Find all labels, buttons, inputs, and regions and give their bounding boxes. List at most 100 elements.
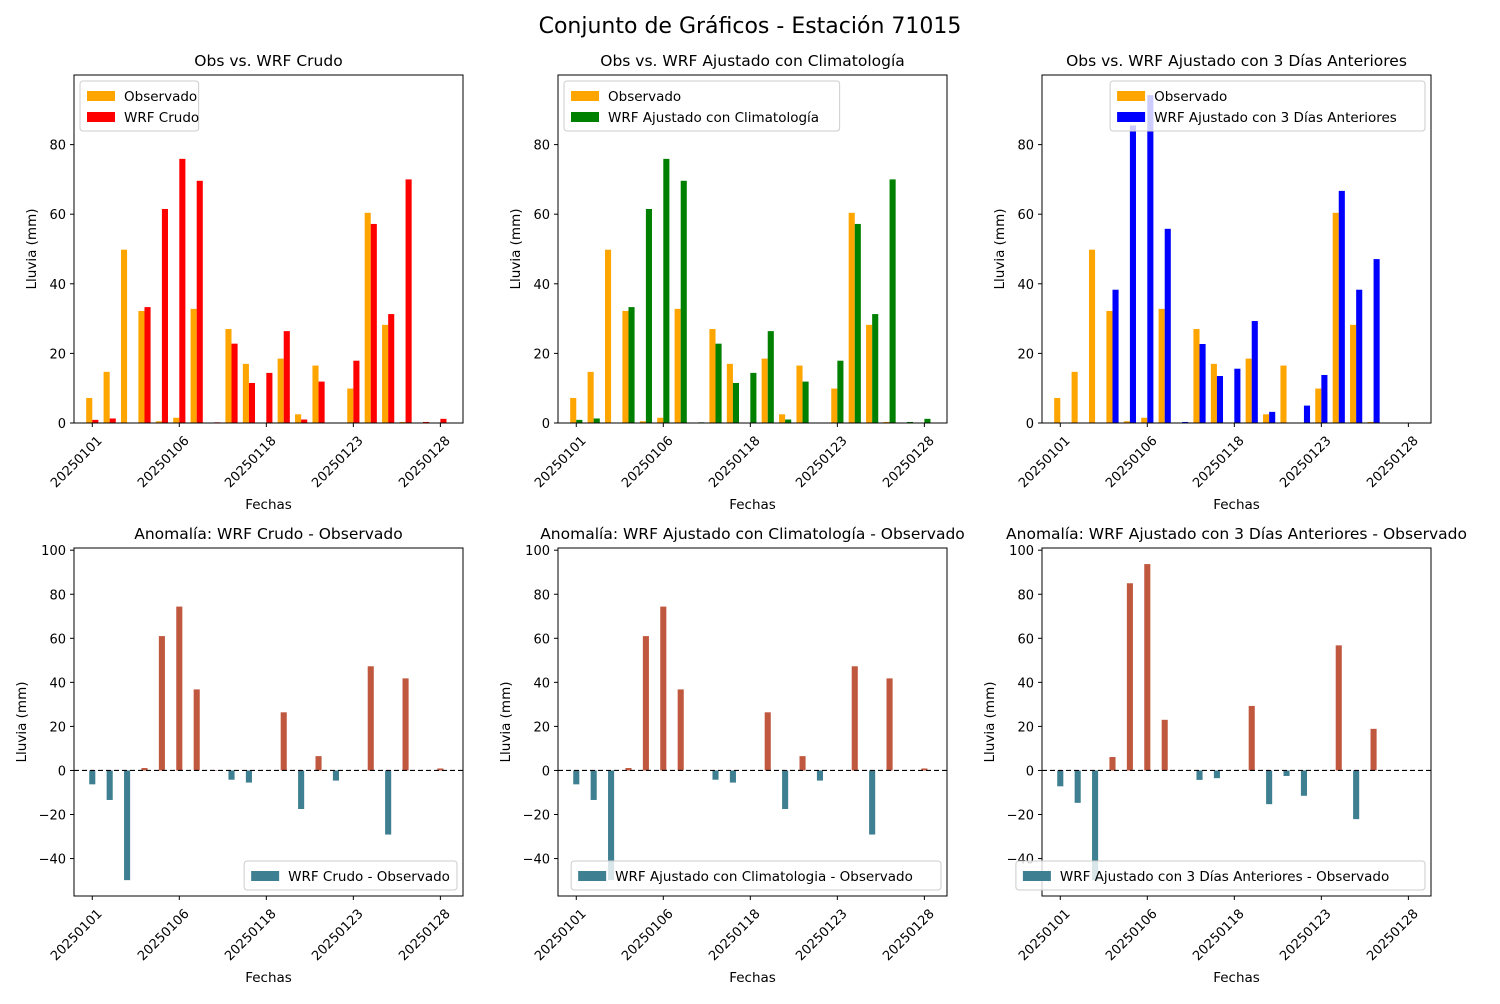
x-tick-label: 20250128 <box>880 434 937 491</box>
bar-anomalia-8 <box>1196 770 1202 779</box>
y-tick-label: 80 <box>1017 588 1034 603</box>
bar-wrf-3 <box>1112 290 1118 423</box>
bar-anomalia-16 <box>368 666 374 770</box>
bar-wrf-6 <box>1165 229 1171 423</box>
y-tick-label: 80 <box>533 139 550 154</box>
legend-swatch <box>1023 871 1051 881</box>
x-tick-label: 20250128 <box>396 907 453 964</box>
bar-observado-17 <box>1350 325 1356 423</box>
bar-observado-8 <box>709 329 715 423</box>
x-tick-label: 20250118 <box>706 907 763 964</box>
y-tick-label: 80 <box>49 588 66 603</box>
bar-wrf-13 <box>803 382 809 423</box>
bar-observado-0 <box>86 398 92 423</box>
x-axis-label: Fechas <box>729 497 776 513</box>
bar-observado-2 <box>605 250 611 423</box>
bar-observado-17 <box>382 325 388 423</box>
y-axis-label: Lluvia (mm) <box>498 682 514 763</box>
bar-observado-12 <box>1263 414 1269 423</box>
y-tick-label: 40 <box>1017 278 1034 293</box>
bar-anomalia-16 <box>1336 645 1342 770</box>
y-tick-label: 100 <box>41 544 66 559</box>
bar-wrf-18 <box>406 179 412 423</box>
x-tick-label: 20250118 <box>1190 434 1247 491</box>
x-tick-label: 20250101 <box>48 907 105 964</box>
x-tick-label: 20250106 <box>135 907 192 964</box>
y-tick-label: 40 <box>49 676 66 691</box>
y-tick-label: 100 <box>1009 544 1034 559</box>
bar-observado-3 <box>622 311 628 423</box>
y-tick-label: −40 <box>39 853 66 868</box>
legend-swatch <box>87 91 115 101</box>
bar-anomalia-14 <box>817 770 823 780</box>
y-tick-label: 40 <box>1017 676 1034 691</box>
chart-title: Obs vs. WRF Crudo <box>194 52 342 70</box>
bar-wrf-16 <box>371 224 377 423</box>
bar-wrf-10 <box>1234 369 1240 423</box>
legend: WRF Ajustado con Climatologia - Observad… <box>571 861 941 890</box>
bar-wrf-1 <box>110 418 116 423</box>
y-tick-label: 60 <box>1017 632 1034 647</box>
bar-wrf-11 <box>1252 321 1258 423</box>
bar-observado-5 <box>173 418 179 423</box>
x-tick-label: 20250106 <box>1103 907 1160 964</box>
bar-observado-2 <box>121 250 127 423</box>
bar-anomalia-6 <box>1162 720 1168 771</box>
y-tick-label: 40 <box>533 676 550 691</box>
x-tick-label: 20250118 <box>706 434 763 491</box>
bar-wrf-3 <box>628 307 634 423</box>
bar-observado-6 <box>191 309 197 423</box>
y-tick-label: 60 <box>49 632 66 647</box>
legend-label: Observado <box>124 89 197 105</box>
bar-wrf-12 <box>785 420 791 423</box>
bar-anomalia-4 <box>159 636 165 770</box>
bar-anomalia-9 <box>730 770 736 782</box>
y-axis-label: Lluvia (mm) <box>982 682 998 763</box>
x-tick-label: 20250106 <box>619 907 676 964</box>
bar-observado-9 <box>1211 364 1217 423</box>
bar-wrf-20 <box>440 419 446 423</box>
axes-frame <box>1042 548 1431 896</box>
bar-wrf-5 <box>179 159 185 423</box>
bar-wrf-8 <box>1200 344 1206 423</box>
legend-label: Observado <box>608 89 681 105</box>
bar-anomalia-18 <box>403 678 409 770</box>
bar-anomalia-13 <box>1283 770 1289 776</box>
y-tick-label: 20 <box>1017 347 1034 362</box>
x-axis-label: Fechas <box>245 497 292 513</box>
bar-anomalia-5 <box>176 607 182 771</box>
x-tick-label: 20250118 <box>222 434 279 491</box>
legend-label: WRF Ajustado con 3 Días Anteriores - Obs… <box>1060 869 1389 885</box>
x-axis-label: Fechas <box>729 970 776 986</box>
y-tick-label: 0 <box>58 417 66 432</box>
x-axis-label: Fechas <box>1213 497 1260 513</box>
bar-wrf-3 <box>144 307 150 423</box>
bar-anomalia-1 <box>591 770 597 800</box>
figure-suptitle: Conjunto de Gráficos - Estación 71015 <box>0 14 1500 39</box>
bar-observado-6 <box>675 309 681 423</box>
y-tick-label: 60 <box>49 208 66 223</box>
bar-wrf-6 <box>681 181 687 423</box>
x-tick-label: 20250123 <box>793 907 850 964</box>
bar-observado-11 <box>762 359 768 423</box>
legend-label: WRF Crudo - Observado <box>288 869 450 885</box>
bar-wrf-9 <box>733 383 739 423</box>
chart-title: Obs vs. WRF Ajustado con Climatología <box>600 52 905 70</box>
y-tick-label: 40 <box>533 278 550 293</box>
legend-swatch <box>87 112 115 122</box>
y-tick-label: −20 <box>39 809 66 824</box>
bar-anomalia-0 <box>1057 770 1063 786</box>
bar-observado-8 <box>225 329 231 423</box>
bar-observado-9 <box>243 364 249 423</box>
x-tick-label: 20250101 <box>532 907 589 964</box>
x-tick-label: 20250106 <box>1103 434 1160 491</box>
x-tick-label: 20250106 <box>135 434 192 491</box>
y-tick-label: 60 <box>533 208 550 223</box>
x-tick-label: 20250123 <box>1277 907 1334 964</box>
bar-anomalia-17 <box>1353 770 1359 819</box>
